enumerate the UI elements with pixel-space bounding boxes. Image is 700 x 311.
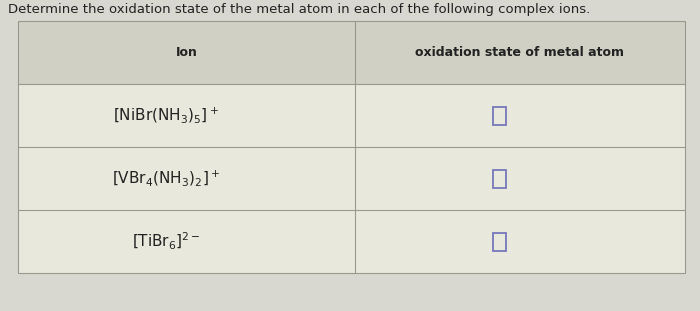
Bar xyxy=(18,21,685,273)
Text: $\mathregular{[TiBr_6]^{2-}}$: $\mathregular{[TiBr_6]^{2-}}$ xyxy=(132,231,201,252)
Text: Determine the oxidation state of the metal atom in each of the following complex: Determine the oxidation state of the met… xyxy=(8,3,590,16)
Text: oxidation state of metal atom: oxidation state of metal atom xyxy=(415,46,624,59)
Bar xyxy=(494,233,506,250)
Text: $\mathregular{[VBr_4(NH_3)_2]^+}$: $\mathregular{[VBr_4(NH_3)_2]^+}$ xyxy=(113,169,220,188)
Bar xyxy=(494,169,506,188)
Bar xyxy=(18,21,685,84)
Bar xyxy=(18,21,685,273)
Bar xyxy=(494,106,506,124)
Text: $\mathregular{[NiBr(NH_3)_5]^+}$: $\mathregular{[NiBr(NH_3)_5]^+}$ xyxy=(113,106,219,125)
Text: Ion: Ion xyxy=(176,46,197,59)
